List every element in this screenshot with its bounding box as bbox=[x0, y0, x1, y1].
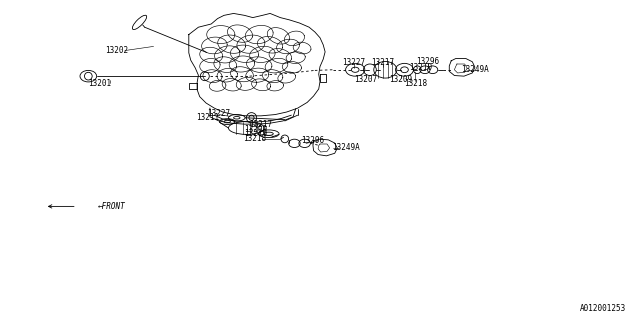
Text: A012001253: A012001253 bbox=[580, 304, 626, 313]
Text: 13296: 13296 bbox=[301, 136, 324, 145]
Text: 13209: 13209 bbox=[389, 76, 412, 84]
Text: 13249A: 13249A bbox=[461, 65, 489, 74]
Text: 13211: 13211 bbox=[196, 113, 220, 122]
Text: 13218: 13218 bbox=[404, 79, 427, 88]
Text: 13227: 13227 bbox=[342, 58, 365, 67]
Text: 13249A: 13249A bbox=[332, 143, 360, 152]
Text: 13218: 13218 bbox=[243, 134, 266, 143]
Text: 13227: 13227 bbox=[207, 109, 230, 118]
Text: ←FRONT: ←FRONT bbox=[97, 202, 125, 211]
Text: 13210: 13210 bbox=[244, 129, 268, 138]
Text: 13201: 13201 bbox=[88, 79, 111, 88]
Text: 13209: 13209 bbox=[244, 125, 268, 134]
Text: 13217: 13217 bbox=[250, 120, 273, 129]
Text: 13207: 13207 bbox=[355, 75, 378, 84]
Text: 13210: 13210 bbox=[410, 63, 433, 72]
Text: 13296: 13296 bbox=[416, 57, 439, 66]
Text: 13202: 13202 bbox=[106, 46, 129, 55]
Circle shape bbox=[84, 72, 92, 80]
Text: 13217: 13217 bbox=[371, 58, 394, 67]
